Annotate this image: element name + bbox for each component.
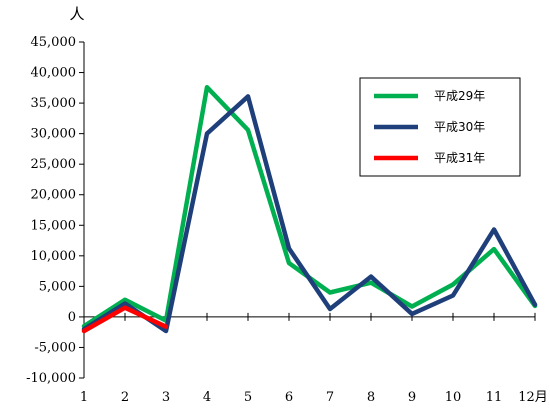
x-tick-label: 12月: [518, 390, 548, 405]
x-tick-label: 5: [244, 390, 252, 405]
legend-label: 平成29年: [434, 89, 485, 103]
y-tick-label: 25,000: [31, 157, 77, 172]
x-axis: 1 2 3 4 5 6 7 8 9 10 11 12月: [80, 312, 548, 405]
series-lines: [81, 84, 538, 334]
x-tick-label: 10: [445, 390, 462, 405]
y-tick-label: 30,000: [31, 127, 77, 142]
x-tick-label: 8: [367, 390, 375, 405]
y-axis: -10,000 -5,000 0 5,000 10,000 15,000 20,000 25,…: [26, 35, 85, 386]
x-tick-label: 7: [326, 390, 334, 405]
x-tick-label: 3: [162, 390, 170, 405]
y-tick-label: 0: [68, 310, 76, 325]
x-tick-label: 11: [486, 390, 503, 405]
series-line: [81, 305, 169, 334]
y-tick-label: -5,000: [34, 340, 76, 355]
legend-label: 平成30年: [434, 120, 485, 134]
x-tick-label: 9: [408, 390, 416, 405]
y-tick-label: 15,000: [31, 218, 77, 233]
series-line: [81, 94, 538, 334]
y-tick-label: 40,000: [31, 66, 77, 81]
y-tick-label: 10,000: [31, 249, 77, 264]
y-tick-label: 45,000: [31, 35, 77, 50]
y-tick-label: 20,000: [31, 188, 77, 203]
y-tick-label: 5,000: [39, 279, 76, 294]
legend-label: 平成31年: [434, 151, 485, 165]
x-tick-label: 6: [285, 390, 293, 405]
x-tick-label: 4: [203, 390, 211, 405]
x-tick-label: 2: [121, 390, 129, 405]
x-tick-label: 1: [80, 390, 88, 405]
y-axis-unit-label: 人: [69, 5, 84, 23]
y-tick-label: 35,000: [31, 96, 77, 111]
y-tick-label: -10,000: [26, 371, 76, 386]
